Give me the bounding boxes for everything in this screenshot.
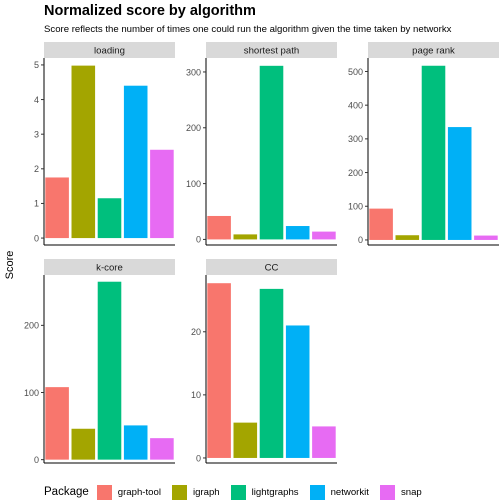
bar-networkit: [123, 85, 148, 239]
bar-graph-tool: [207, 215, 231, 240]
legend-entry-lightgraphs: lightgraphs: [230, 484, 299, 500]
facet-label: shortest path: [244, 46, 299, 57]
facet-label: CC: [265, 263, 279, 274]
facet-label: loading: [94, 46, 125, 57]
legend-entry-networkit: networkit: [309, 484, 369, 500]
facet-strip: [44, 42, 175, 58]
bar-snap: [474, 235, 498, 240]
y-tick-label: 1: [34, 199, 39, 209]
legend-label: igraph: [192, 486, 220, 498]
legend-key: [230, 484, 246, 500]
facet-page-rank: page rank 0 100 200 300 400 500: [348, 42, 499, 246]
legend-key: [171, 484, 187, 500]
bar-graph-tool: [45, 387, 69, 460]
facet-label: k-core: [96, 263, 123, 274]
y-tick-label: 10: [191, 390, 201, 400]
y-tick-label: 0: [358, 235, 363, 245]
bar-snap: [312, 231, 336, 240]
legend-entry-igraph: igraph: [171, 484, 220, 500]
facet-k-core: k-core 0 100 200: [24, 259, 175, 465]
bar-lightgraphs: [97, 198, 122, 239]
y-tick-label: 100: [24, 388, 39, 398]
bar-networkit: [447, 127, 472, 240]
bar-lightgraphs: [421, 65, 446, 240]
facet-CC: CC 0 10 20: [191, 259, 337, 464]
y-tick-label: 2: [34, 164, 39, 174]
bar-graph-tool: [45, 177, 69, 239]
y-tick-label: 200: [348, 168, 363, 178]
bar-networkit: [123, 425, 148, 460]
facet-strip: [206, 259, 337, 275]
y-tick-label: 3: [34, 129, 39, 139]
bar-snap: [150, 149, 174, 239]
legend-label: lightgraphs: [251, 486, 299, 498]
y-tick-label: 100: [348, 202, 363, 212]
facet-label: page rank: [412, 46, 455, 57]
bar-igraph: [395, 235, 420, 240]
bar-igraph: [233, 234, 258, 240]
y-tick-label: 0: [196, 235, 201, 245]
y-tick-label: 0: [34, 233, 39, 243]
bar-graph-tool: [369, 208, 393, 240]
legend-entry-graph-tool: graph-tool: [96, 484, 161, 500]
y-tick-label: 400: [348, 100, 363, 110]
legend-label: networkit: [330, 486, 369, 498]
bar-igraph: [71, 65, 96, 239]
y-tick-label: 5: [34, 60, 39, 70]
y-tick-label: 4: [34, 95, 39, 105]
y-tick-label: 500: [348, 67, 363, 77]
facet-shortest-path: shortest path 0 100 200 300: [186, 42, 337, 246]
chart-subtitle: Score reflects the number of times one c…: [44, 24, 452, 35]
bar-networkit: [285, 325, 310, 458]
y-tick-label: 0: [34, 455, 39, 465]
chart-title: Normalized score by algorithm: [44, 3, 256, 19]
legend: Package graph-tool igraph lightgraphs netwo…: [44, 482, 433, 502]
facet-strip: [368, 42, 499, 58]
y-tick-label: 300: [186, 67, 201, 77]
bar-snap: [150, 438, 174, 460]
bar-lightgraphs: [97, 281, 122, 460]
facet-strip: [44, 259, 175, 275]
y-tick-label: 100: [186, 179, 201, 189]
bar-lightgraphs: [259, 65, 284, 240]
bar-networkit: [285, 226, 310, 240]
facet-strip: [206, 42, 337, 58]
legend-key: [379, 484, 395, 500]
legend-key: [96, 484, 112, 500]
y-tick-label: 300: [348, 134, 363, 144]
legend-key: [309, 484, 325, 500]
legend-label: snap: [400, 486, 422, 498]
y-tick-label: 200: [186, 123, 201, 133]
legend-label: graph-tool: [117, 486, 161, 498]
bar-igraph: [233, 422, 258, 458]
bar-snap: [312, 426, 336, 458]
y-tick-label: 0: [196, 453, 201, 463]
bar-lightgraphs: [259, 288, 284, 458]
legend-title: Package: [44, 486, 89, 498]
bar-graph-tool: [207, 283, 231, 458]
facet-loading: loading 0 1 2 3 4 5: [34, 42, 175, 246]
legend-entry-snap: snap: [379, 484, 422, 500]
bar-igraph: [71, 428, 96, 460]
y-tick-label: 200: [24, 321, 39, 331]
y-tick-label: 20: [191, 327, 201, 337]
